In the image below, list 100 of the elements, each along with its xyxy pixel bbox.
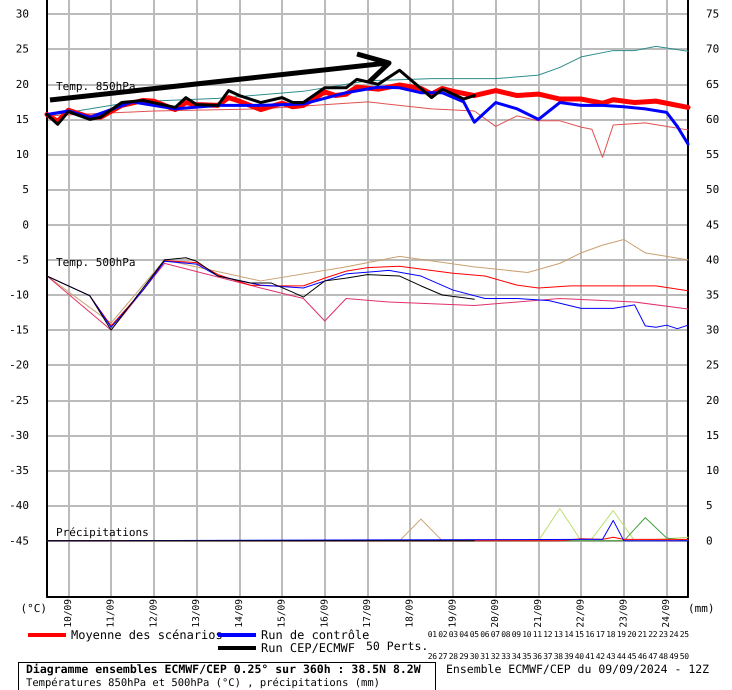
legend-label: Run de contrôle xyxy=(261,628,370,642)
text: 04 xyxy=(458,630,469,639)
text: 41 xyxy=(584,652,595,661)
y2-tick-label: 20 xyxy=(706,394,720,407)
y-tick-label: 30 xyxy=(16,8,29,21)
y2-tick-label: 50 xyxy=(706,183,720,196)
text: 33 xyxy=(500,652,511,661)
y-tick-label: 10 xyxy=(16,148,29,162)
text: Températures 850hPa et 500hPa (°C) , précipitations (mm) xyxy=(26,677,380,689)
y2-tick-label: 5 xyxy=(706,499,713,512)
y-tick-label: -10 xyxy=(9,288,29,302)
x-tick-label: 16/09 xyxy=(319,598,330,628)
x-tick-label: 23/09 xyxy=(618,598,630,628)
x-tick-label: 22/09 xyxy=(576,598,587,628)
y2-tick-label: 70 xyxy=(706,42,720,56)
y-tick-label: -45 xyxy=(9,534,29,548)
text: 25 xyxy=(679,630,690,639)
y-tick-label: 0 xyxy=(22,218,29,232)
y-tick-label: -5 xyxy=(16,253,29,266)
x-tick-label: 21/09 xyxy=(532,598,544,628)
y-tick-label: -25 xyxy=(9,394,29,407)
x-tick-label: 24/09 xyxy=(661,598,672,628)
text: 24 xyxy=(668,630,679,639)
text: 47 xyxy=(648,652,658,661)
legend-label: Moyenne des scénarios xyxy=(71,628,223,642)
y2-tick-label: 55 xyxy=(706,148,720,162)
y-tick-label: -40 xyxy=(9,499,29,512)
text: 42 xyxy=(595,652,606,661)
text: 31 xyxy=(480,652,490,661)
y2-tick-label: 75 xyxy=(706,8,720,21)
text: 49 xyxy=(668,652,679,661)
y2-tick-label: 15 xyxy=(706,428,720,442)
y-tick-label: -35 xyxy=(9,464,29,478)
text: 15 xyxy=(574,630,584,639)
text: 11 xyxy=(532,630,542,639)
text: 20 xyxy=(626,630,637,639)
text: 46 xyxy=(637,652,648,661)
text: 08 xyxy=(500,630,511,639)
text: 43 xyxy=(606,652,616,661)
x-tick-label: 11/09 xyxy=(106,598,117,628)
annotation: Temp. 500hPa xyxy=(56,256,136,269)
text: 38 xyxy=(553,652,564,661)
y-tick-label: 5 xyxy=(22,183,29,196)
text: 35 xyxy=(522,652,532,661)
text: 28 xyxy=(448,652,458,661)
text: 17 xyxy=(595,630,606,639)
text: 45 xyxy=(626,652,637,661)
text: 13 xyxy=(553,630,564,639)
x-tick-label: 19/09 xyxy=(447,598,458,628)
text: 16 xyxy=(584,630,595,639)
text: 07 xyxy=(490,630,500,639)
y-tick-label: -15 xyxy=(9,324,29,337)
x-tick-label: 17/09 xyxy=(362,598,373,628)
y-tick-label: -20 xyxy=(9,358,29,372)
annotation: Temp. 850hPa xyxy=(56,80,136,93)
y-tick-label: 20 xyxy=(16,78,29,91)
text: 23 xyxy=(658,630,668,639)
y2-tick-label: 10 xyxy=(706,464,720,478)
text: 22 xyxy=(648,630,658,639)
text: 50 xyxy=(679,652,690,661)
y2-tick-label: 25 xyxy=(706,358,720,372)
text: 02 xyxy=(438,630,448,639)
y2-axis-title: (mm) xyxy=(688,602,714,615)
text: 01 xyxy=(427,630,438,639)
text: 37 xyxy=(542,652,553,661)
x-tick-label: 10/09 xyxy=(62,598,74,628)
text: Diagramme ensembles ECMWF/CEP 0.25° sur 360h : 38.5N 8.2W xyxy=(26,662,421,676)
text: 48 xyxy=(658,652,668,661)
text: 03 xyxy=(448,630,458,639)
text: 10 xyxy=(522,630,532,639)
text: 06 xyxy=(480,630,490,639)
text: 39 xyxy=(564,652,574,661)
y-tick-label: 15 xyxy=(16,112,29,126)
x-tick-label: 14/09 xyxy=(234,598,245,628)
text: 34 xyxy=(511,652,522,661)
text: 05 xyxy=(469,630,480,639)
text: 19 xyxy=(616,630,626,639)
text: 44 xyxy=(616,652,626,661)
y2-tick-label: 45 xyxy=(706,218,720,232)
y-tick-label: -30 xyxy=(9,428,29,442)
text: 36 xyxy=(532,652,542,661)
y2-tick-label: 35 xyxy=(706,288,720,302)
x-tick-label: 12/09 xyxy=(148,598,160,628)
x-tick-label: 20/09 xyxy=(490,598,502,628)
text: 50 Perts. xyxy=(366,639,428,653)
y2-tick-label: 60 xyxy=(706,112,720,126)
x-tick-label: 18/09 xyxy=(404,598,416,628)
text: 27 xyxy=(438,652,448,661)
y2-tick-label: 40 xyxy=(706,253,720,266)
y-tick-label: 25 xyxy=(16,42,29,56)
text: Ensemble ECMWF/CEP du 09/09/2024 - 12Z xyxy=(446,662,710,676)
text: 09 xyxy=(511,630,522,639)
y2-tick-label: 30 xyxy=(706,324,720,337)
text: 29 xyxy=(458,652,469,661)
text: 30 xyxy=(469,652,480,661)
text: 14 xyxy=(564,630,574,639)
x-tick-label: 13/09 xyxy=(191,598,202,628)
y2-tick-label: 65 xyxy=(706,78,720,91)
text: 18 xyxy=(606,630,616,639)
y2-tick-label: 0 xyxy=(706,534,713,548)
